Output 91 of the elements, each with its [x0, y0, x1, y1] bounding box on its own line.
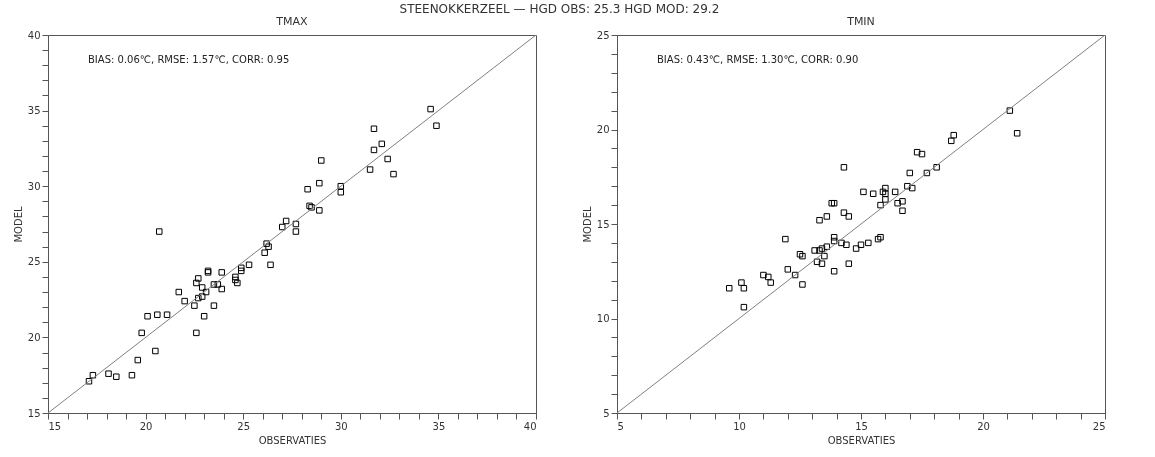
point [894, 199, 901, 207]
x-axis-title: OBSERVATIES [827, 434, 896, 446]
point [869, 190, 877, 197]
point [840, 164, 848, 171]
point [882, 190, 889, 197]
point [740, 303, 748, 311]
y-axis-title: MODEL [12, 206, 24, 243]
point [843, 241, 850, 249]
point [740, 285, 748, 292]
point [823, 213, 831, 220]
point [830, 268, 838, 275]
point [818, 245, 826, 252]
y-tick-label: 25 [596, 29, 610, 41]
point [765, 273, 772, 281]
y-tick-label: 20 [596, 124, 610, 135]
point [830, 233, 838, 241]
y-tick-label: 30 [27, 180, 41, 192]
y-tick-label: 40 [27, 29, 41, 41]
point [828, 199, 835, 207]
x-tick-label: 15 [48, 420, 62, 432]
point [906, 169, 914, 177]
x-axis-title: OBSERVATIES [258, 434, 327, 446]
point [857, 241, 865, 249]
point [767, 279, 774, 286]
point [933, 164, 940, 171]
point [830, 237, 838, 245]
point [1013, 130, 1021, 137]
chart-title: STEENOKKERZEEL — HGD OBS: 25.3 HGD MOD: 29.2 [399, 1, 720, 16]
point [918, 150, 926, 158]
point [799, 252, 806, 260]
point [813, 258, 821, 266]
point [782, 235, 789, 243]
point [865, 239, 872, 247]
chart-subtitle: TMIN [846, 15, 875, 28]
point [909, 184, 916, 192]
point [860, 188, 867, 196]
point [818, 260, 826, 267]
point [830, 199, 838, 207]
annotation: BIAS: 0.43℃, RMSE: 1.30℃, CORR: 0.90 [657, 54, 859, 65]
point [821, 252, 828, 260]
x-tick-label: 30 [334, 420, 348, 432]
x-tick-label: 15 [855, 420, 868, 432]
y-tick-label: 15 [596, 218, 610, 230]
point [816, 216, 823, 224]
point [899, 198, 906, 205]
x-tick-label: 10 [733, 420, 746, 432]
point [726, 285, 733, 292]
point [840, 209, 848, 216]
point [845, 213, 853, 220]
point [879, 188, 887, 196]
y-tick-label: 20 [27, 331, 41, 343]
x-tick-label: 25 [237, 420, 251, 432]
y-tick-label: 5 [603, 407, 610, 419]
point [845, 260, 853, 267]
x-tick-label: 25 [1092, 420, 1106, 432]
point [913, 148, 921, 156]
point [923, 169, 931, 177]
point [877, 233, 884, 241]
x-tick-label: 40 [523, 420, 537, 432]
point [738, 279, 745, 286]
y-axis-title: MODEL [581, 206, 593, 243]
point [838, 239, 845, 247]
y-tick-label: 25 [27, 256, 41, 268]
point [811, 247, 818, 254]
y-tick-label: 35 [27, 105, 41, 117]
x-tick-label: 20 [139, 420, 153, 432]
point [948, 137, 955, 145]
chart-subtitle: TMAX [275, 15, 309, 28]
point [899, 207, 906, 215]
point [1006, 107, 1014, 114]
x-tick-label: 20 [977, 420, 990, 432]
point [882, 184, 889, 192]
point [816, 247, 823, 254]
point [904, 182, 911, 190]
point [877, 201, 884, 209]
point [874, 235, 882, 243]
point [891, 188, 899, 196]
point [784, 266, 792, 273]
point [950, 131, 957, 139]
point [760, 271, 767, 279]
point [791, 271, 799, 279]
x-tick-label: 35 [432, 420, 446, 432]
point [796, 251, 804, 258]
point [882, 196, 889, 203]
point [852, 245, 860, 252]
point [823, 243, 831, 250]
y-tick-label: 10 [596, 313, 610, 324]
annotation: BIAS: 0.06℃, RMSE: 1.57℃, CORR: 0.95 [88, 54, 290, 65]
y-tick-label: 15 [27, 407, 41, 419]
x-tick-label: 5 [617, 420, 624, 432]
point [799, 281, 806, 288]
